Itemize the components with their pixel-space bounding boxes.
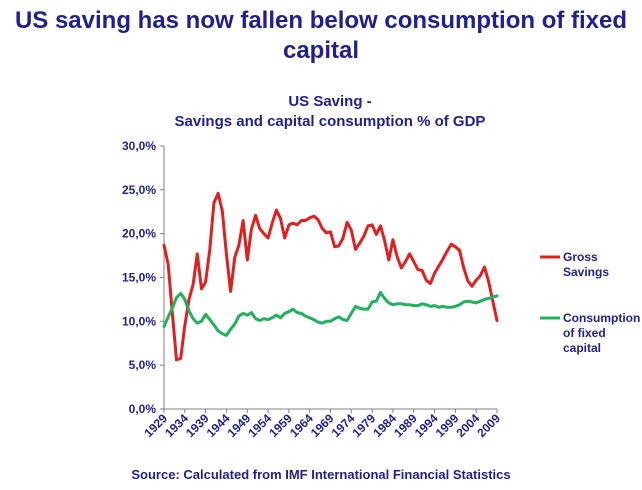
y-tick-label: 25,0% — [122, 183, 156, 197]
x-tick-label: 2009 — [474, 411, 503, 440]
y-tick-label: 0,0% — [129, 402, 157, 416]
legend-label: of fixed — [563, 326, 606, 340]
slide-title-line1: US saving has now fallen below consumpti… — [14, 7, 628, 34]
y-tick-label: 10,0% — [122, 314, 156, 328]
slide-title-line2: capital — [282, 37, 360, 64]
chart-title-line1: US Saving - — [288, 93, 372, 110]
chart-title-line2: Savings and capital consumption % of GDP — [174, 113, 486, 130]
y-tick-label: 20,0% — [122, 227, 156, 241]
chart-title: US Saving - Savings and capital consumpt… — [110, 92, 550, 132]
y-tick-label: 30,0% — [122, 139, 156, 153]
legend-label: capital — [563, 341, 601, 355]
y-tick-label: 5,0% — [129, 358, 157, 372]
source-note: Source: Calculated from IMF Internationa… — [131, 467, 511, 482]
slide-title: US saving has now fallen below consumpti… — [0, 6, 642, 66]
legend-label: Savings — [563, 265, 609, 279]
legend-label: Gross — [563, 250, 598, 264]
gross-savings-line — [162, 191, 499, 362]
y-tick-label: 15,0% — [122, 271, 156, 285]
capital-consumption-line — [162, 290, 499, 337]
legend-label: Consumption — [563, 311, 640, 325]
